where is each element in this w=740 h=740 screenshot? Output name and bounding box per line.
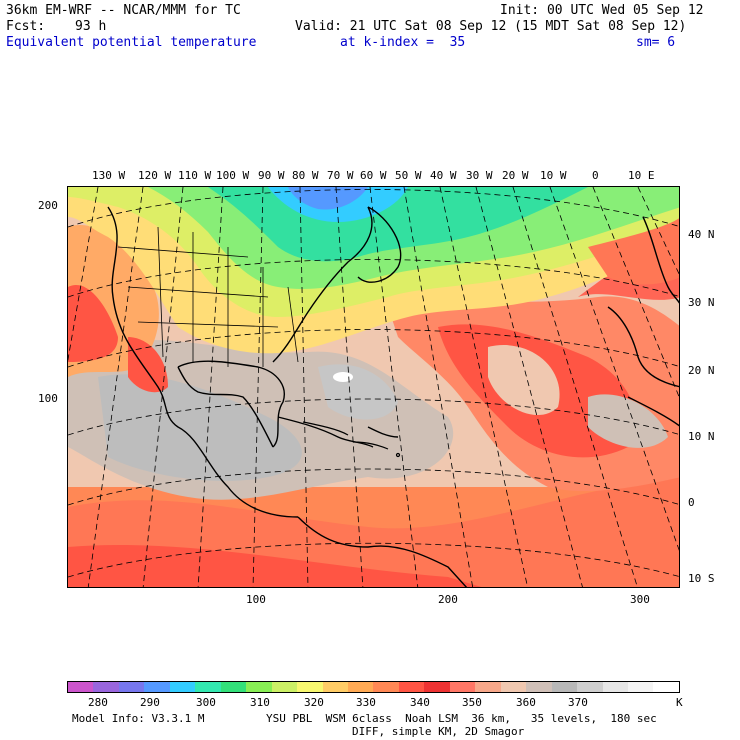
lon-label: 20 W [502,169,529,182]
colorbar-label: 330 [356,696,376,709]
lon-label: 130 W [92,169,126,182]
colorbar-swatch [577,682,603,692]
colorbar-label: 360 [516,696,536,709]
lon-label: 70 W [327,169,354,182]
colorbar-swatch [347,682,374,692]
colorbar-swatch [602,682,628,692]
lon-label: 10 E [628,169,655,182]
valid-time: Valid: 21 UTC Sat 08 Sep 12 (15 MDT Sat … [295,19,687,34]
init-time: Init: 00 UTC Wed 05 Sep 12 [500,3,704,18]
colorbar [67,681,680,693]
colorbar-swatch [475,682,501,692]
colorbar-swatch [449,682,476,692]
colorbar-label: 340 [410,696,430,709]
model-title: 36km EM-WRF -- NCAR/MMM for TC [6,3,241,18]
colorbar-swatch [500,682,527,692]
colorbar-label: 290 [140,696,160,709]
colorbar-swatch [195,682,221,692]
colorbar-swatch [220,682,247,692]
colorbar-swatch [144,682,170,692]
colorbar-swatch [118,682,145,692]
colorbar-label: 300 [196,696,216,709]
level-info: at k-index = 35 [340,35,466,50]
colorbar-swatch [246,682,272,692]
colorbar-swatch [68,682,94,692]
colorbar-swatch [551,682,578,692]
lon-label: 90 W [258,169,285,182]
lat-label: 0 [688,496,695,509]
colorbar-swatch [322,682,348,692]
field-name: Equivalent potential temperature [6,35,257,50]
colorbar-swatch [271,682,298,692]
lon-label: 40 W [430,169,457,182]
lat-label: 20 N [688,364,715,377]
smoothing-info: sm= 6 [636,35,676,50]
colorbar-swatch [169,682,196,692]
lon-label: 50 W [395,169,422,182]
colorbar-label: 370 [568,696,588,709]
colorbar-swatch [627,682,654,692]
fcst-label: Fcst: [6,19,46,34]
lon-label: 60 W [360,169,387,182]
colorbar-swatch [297,682,323,692]
lon-label: 30 W [466,169,493,182]
theta-e-map [67,186,680,588]
physics-info: YSU PBL WSM 6class Noah LSM 36 km, 35 le… [266,712,657,725]
colorbar-swatch [526,682,552,692]
colorbar-swatch [653,682,679,692]
lat-label: 10 N [688,430,715,443]
colorbar-label: 310 [250,696,270,709]
fcst-hours: 93 h [75,19,107,34]
model-info: Model Info: V3.3.1 M [72,712,205,725]
lon-label: 100 W [216,169,250,182]
grid-x-label: 300 [630,593,650,606]
colorbar-label: 320 [304,696,324,709]
colorbar-swatch [373,682,399,692]
colorbar-label: 280 [88,696,108,709]
colorbar-label: 350 [462,696,482,709]
lat-label: 40 N [688,228,715,241]
diffusion-info: DIFF, simple KM, 2D Smagor [352,725,525,738]
grid-x-label: 200 [438,593,458,606]
lat-label: 30 N [688,296,715,309]
grid-x-label: 100 [246,593,266,606]
lat-label: 10 S [688,572,715,585]
colorbar-swatch [424,682,450,692]
colorbar-units: K [676,696,683,709]
lon-label: 80 W [292,169,319,182]
grid-y-label: 200 [38,199,58,212]
lon-label: 10 W [540,169,567,182]
lon-label: 120 W [138,169,172,182]
colorbar-swatch [93,682,119,692]
grid-y-label: 100 [38,392,58,405]
colorbar-swatch [398,682,425,692]
lon-label: 110 W [178,169,212,182]
lon-label: 0 [592,169,599,182]
